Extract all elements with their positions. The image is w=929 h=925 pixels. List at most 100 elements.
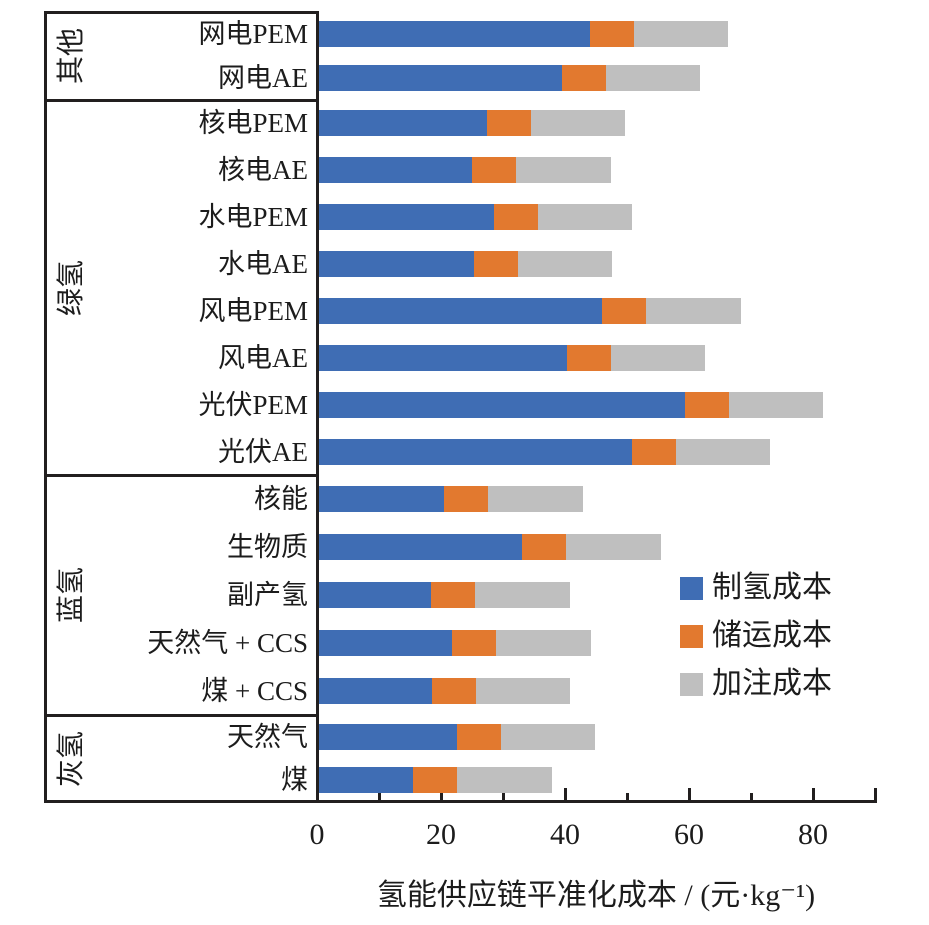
bar-segment-储运成本 <box>602 297 647 324</box>
category-label: 风电AE <box>218 342 308 373</box>
bar-row <box>318 767 552 794</box>
x-axis-tick-label: 20 <box>426 818 456 851</box>
refueling-cost-swatch-icon <box>680 672 703 696</box>
bar-segment-加注成本 <box>605 65 700 91</box>
production-cost-swatch-icon <box>680 576 703 600</box>
bar-segment-制氢成本 <box>318 297 603 324</box>
bar-segment-制氢成本 <box>318 438 633 465</box>
bar-segment-制氢成本 <box>318 21 591 47</box>
category-label: 核电PEM <box>198 108 308 139</box>
bar-row <box>318 630 591 656</box>
bar-segment-加注成本 <box>517 251 612 278</box>
group-separator-line <box>43 98 319 102</box>
bar-segment-储运成本 <box>472 157 517 184</box>
bar-row <box>318 438 771 465</box>
x-axis-major-tick <box>811 788 815 801</box>
bar-row <box>318 344 705 371</box>
category-label: 煤 <box>281 765 308 796</box>
x-axis-title: 氢能供应链平准化成本 / (元·kg⁻¹) <box>376 879 816 912</box>
bar-segment-储运成本 <box>431 678 476 704</box>
bar-row <box>318 21 729 47</box>
bar-row <box>318 251 612 278</box>
bar-segment-制氢成本 <box>318 157 473 184</box>
bar-segment-制氢成本 <box>318 630 453 656</box>
bar-row <box>318 65 700 91</box>
bar-segment-制氢成本 <box>318 204 494 231</box>
bar-segment-储运成本 <box>456 723 501 750</box>
bar-segment-加注成本 <box>646 297 741 324</box>
x-axis-major-tick <box>439 788 443 801</box>
bar-segment-储运成本 <box>632 438 677 465</box>
bar-row <box>318 678 571 704</box>
bar-segment-制氢成本 <box>318 344 567 371</box>
bar-segment-储运成本 <box>566 344 611 371</box>
x-axis-tick-label: 80 <box>798 818 828 851</box>
legend-item-refueling: 加注成本 <box>680 660 832 708</box>
bar-row <box>318 582 570 608</box>
bar-segment-加注成本 <box>457 767 552 794</box>
category-label: 核电AE <box>218 155 308 186</box>
bar-row <box>318 297 741 324</box>
bar-segment-储运成本 <box>473 251 518 278</box>
bar-segment-加注成本 <box>566 534 661 560</box>
bar-segment-储运成本 <box>493 204 538 231</box>
bar-segment-制氢成本 <box>318 391 685 418</box>
bar-row <box>318 534 661 560</box>
bar-segment-制氢成本 <box>318 723 457 750</box>
y-axis-line <box>315 12 319 803</box>
bar-segment-加注成本 <box>488 486 583 512</box>
bar-segment-储运成本 <box>684 391 729 418</box>
bar-segment-制氢成本 <box>318 534 523 560</box>
bar-segment-制氢成本 <box>318 582 432 608</box>
category-label: 网电PEM <box>198 19 308 49</box>
legend: 制氢成本 储运成本 加注成本 <box>680 564 832 708</box>
bar-row <box>318 204 633 231</box>
bar-segment-储运成本 <box>487 110 532 137</box>
bar-row <box>318 110 626 137</box>
category-label: 网电AE <box>218 63 308 93</box>
category-label: 天然气 <box>227 721 308 752</box>
bar-segment-储运成本 <box>590 21 635 47</box>
bar-segment-加注成本 <box>500 723 595 750</box>
x-axis-tick-label: 0 <box>309 818 325 851</box>
bar-segment-储运成本 <box>522 534 567 560</box>
x-axis-major-tick <box>315 788 319 801</box>
bar-segment-制氢成本 <box>318 65 562 91</box>
category-label: 水电PEM <box>198 202 308 233</box>
x-axis-minor-tick <box>377 793 381 801</box>
bar-row <box>318 723 595 750</box>
bar-segment-储运成本 <box>413 767 458 794</box>
label-panel-top-border <box>43 10 319 14</box>
bar-segment-加注成本 <box>531 110 626 137</box>
bar-row <box>318 157 611 184</box>
x-axis-minor-tick <box>501 793 505 801</box>
category-label: 副产氢 <box>227 580 308 610</box>
x-axis-tick-label: 40 <box>550 818 580 851</box>
legend-label-storage: 储运成本 <box>712 619 832 652</box>
bar-segment-储运成本 <box>431 582 476 608</box>
category-label: 水电AE <box>218 249 308 280</box>
category-label: 光伏AE <box>218 436 308 467</box>
legend-label-refueling: 加注成本 <box>712 667 832 700</box>
x-axis-major-tick <box>687 788 691 801</box>
category-label: 生物质 <box>227 532 308 562</box>
bar-segment-加注成本 <box>728 391 824 418</box>
bar-segment-加注成本 <box>634 21 729 47</box>
bar-segment-加注成本 <box>537 204 633 231</box>
bar-segment-制氢成本 <box>318 767 414 794</box>
legend-label-production: 制氢成本 <box>712 571 832 604</box>
bar-segment-制氢成本 <box>318 678 432 704</box>
bar-segment-加注成本 <box>496 630 591 656</box>
bar-segment-加注成本 <box>475 678 571 704</box>
bar-segment-加注成本 <box>516 157 611 184</box>
x-axis-minor-tick <box>625 793 629 801</box>
bar-row <box>318 486 583 512</box>
group-separator-line <box>43 713 319 717</box>
bar-segment-制氢成本 <box>318 110 488 137</box>
bar-segment-制氢成本 <box>318 486 445 512</box>
category-label: 核能 <box>254 484 308 514</box>
bar-segment-加注成本 <box>475 582 570 608</box>
x-axis-major-tick <box>563 788 567 801</box>
label-panel-left-border <box>43 12 47 803</box>
